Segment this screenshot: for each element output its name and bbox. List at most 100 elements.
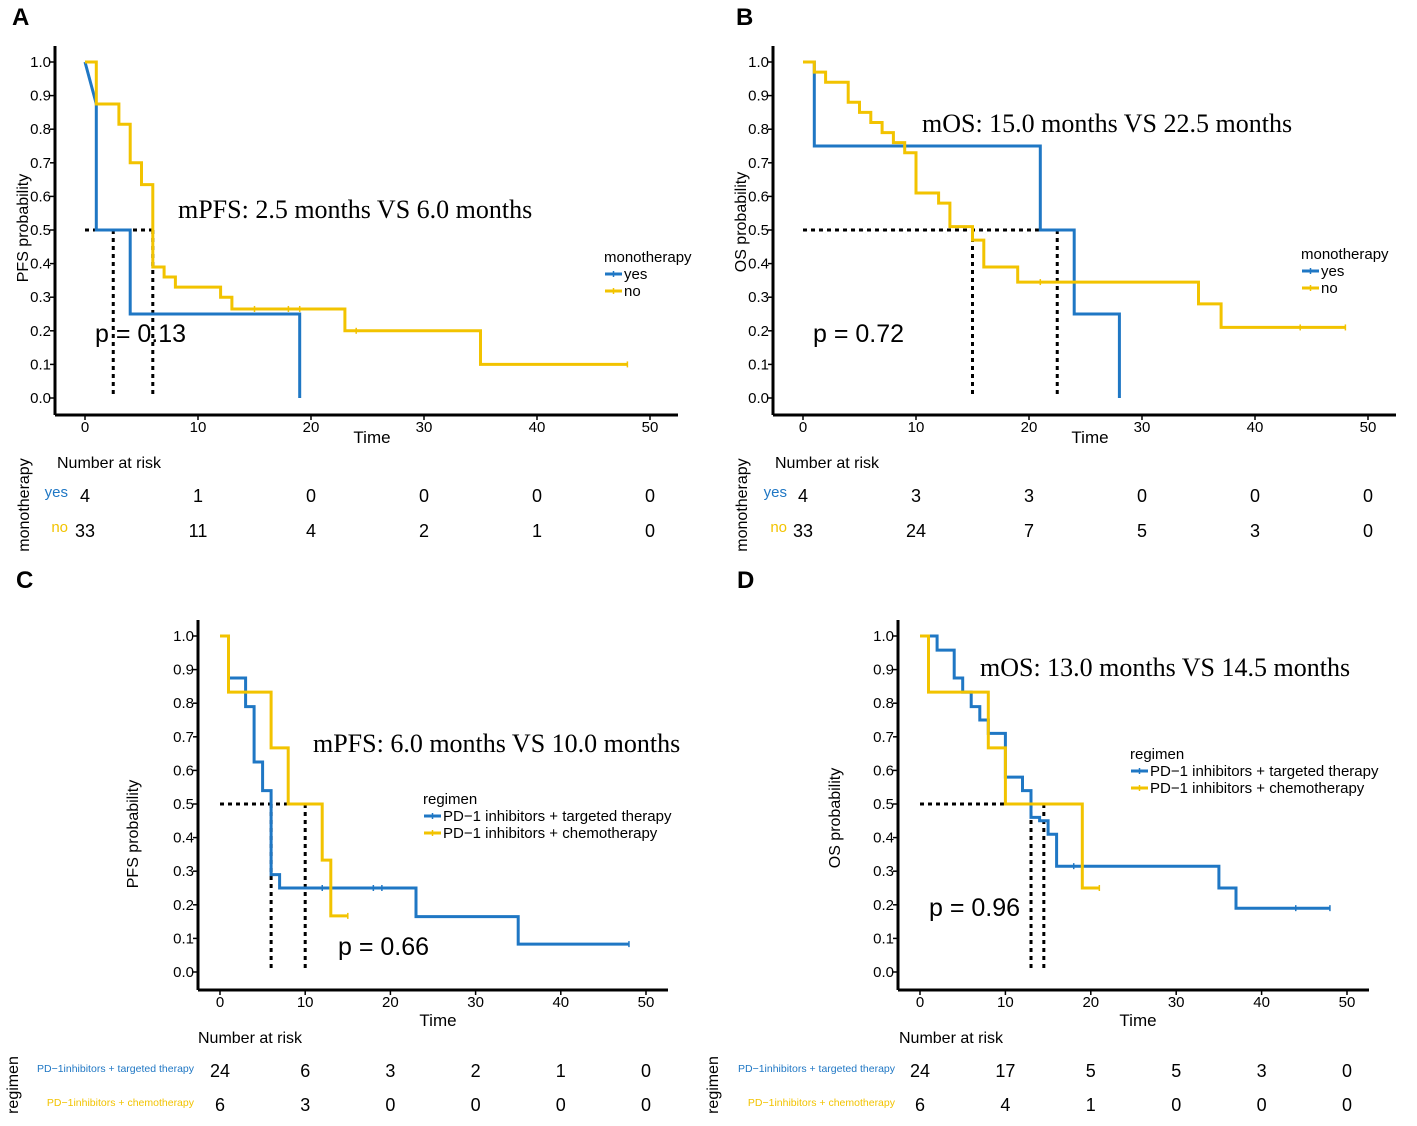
risk-table-title: Number at risk [198, 1030, 303, 1047]
y-tick-label: 0.3 [30, 289, 51, 306]
y-axis-label: OS probability [733, 172, 750, 273]
y-tick-label: 0.7 [873, 729, 894, 746]
risk-count: 0 [1342, 1095, 1352, 1115]
legend-title: monotherapy [604, 249, 692, 266]
y-tick-label: 1.0 [748, 54, 769, 71]
y-tick-label: 0.1 [30, 356, 51, 373]
km-curve-no [803, 60, 1346, 329]
risk-table-title: Number at risk [899, 1030, 1004, 1047]
risk-count: 11 [189, 521, 208, 541]
risk-count: 2 [471, 1061, 481, 1081]
y-tick-label: 0.1 [173, 930, 194, 947]
risk-count: 6 [215, 1095, 225, 1115]
risk-count: 24 [910, 1061, 930, 1081]
y-tick-label: 0.5 [873, 796, 894, 813]
y-tick-label: 0.1 [873, 930, 894, 947]
y-tick-label: 0.3 [748, 289, 769, 306]
risk-table-group-label: regimen [705, 1056, 722, 1114]
panel-d: D0.00.10.20.30.40.50.60.70.80.91.00 10 20 3… [705, 567, 1379, 1115]
y-tick-label: 0.8 [30, 121, 51, 138]
risk-count: 0 [471, 1095, 481, 1115]
x-tick-label: 40 [529, 419, 546, 436]
y-tick-label: 0.4 [748, 256, 769, 273]
x-tick-label: 20 [303, 419, 320, 436]
risk-count: 3 [1257, 1061, 1267, 1081]
risk-count: 3 [1024, 486, 1034, 506]
panel-label: D [737, 567, 754, 594]
x-tick-label: 10 [997, 994, 1014, 1011]
risk-count: 5 [1086, 1061, 1096, 1081]
risk-count: 33 [75, 521, 95, 541]
legend-label: yes [1321, 263, 1344, 280]
y-tick-label: 1.0 [173, 628, 194, 645]
risk-count: 4 [1000, 1095, 1010, 1115]
x-tick-label: 40 [1253, 994, 1270, 1011]
y-tick-label: 0.1 [748, 356, 769, 373]
y-tick-label: 0.2 [173, 897, 194, 914]
panel-label: B [736, 4, 753, 31]
y-tick-label: 0.8 [173, 695, 194, 712]
y-axis-label: OS probability [827, 768, 844, 869]
median-annotation: mOS: 13.0 months VS 14.5 months [980, 653, 1350, 682]
risk-count: 7 [1024, 521, 1034, 541]
risk-count: 0 [641, 1095, 651, 1115]
median-annotation: mPFS: 2.5 months VS 6.0 months [178, 195, 532, 224]
x-tick-label: 30 [1134, 419, 1151, 436]
risk-row-label: PD−1inhibitors + chemotherapy [47, 1097, 195, 1109]
median-annotation: mOS: 15.0 months VS 22.5 months [922, 109, 1292, 138]
legend-label: PD−1 inhibitors + targeted therapy [443, 808, 672, 825]
x-tick-label: 10 [908, 419, 925, 436]
risk-count: 0 [1250, 486, 1260, 506]
risk-table-group-label: monotherapy [16, 458, 33, 551]
risk-count: 3 [300, 1095, 310, 1115]
legend-title: regimen [423, 791, 477, 808]
risk-count: 33 [793, 521, 813, 541]
risk-count: 4 [798, 486, 808, 506]
x-tick-label: 0 [216, 994, 224, 1011]
legend-label: PD−1 inhibitors + chemotherapy [1150, 780, 1365, 797]
y-tick-label: 1.0 [30, 54, 51, 71]
km-curve-no [920, 634, 1100, 890]
legend-title: monotherapy [1301, 246, 1389, 263]
y-tick-label: 0.5 [173, 796, 194, 813]
legend-label: no [1321, 280, 1338, 297]
risk-row-label: no [51, 519, 68, 536]
risk-count: 5 [1137, 521, 1147, 541]
y-tick-label: 0.7 [173, 729, 194, 746]
y-tick-label: 0.5 [30, 222, 51, 239]
risk-count: 0 [385, 1095, 395, 1115]
x-tick-label: 0 [916, 994, 924, 1011]
y-tick-label: 0.9 [873, 662, 894, 679]
x-tick-label: 0 [799, 419, 807, 436]
risk-count: 0 [532, 486, 542, 506]
legend-label: PD−1 inhibitors + chemotherapy [443, 825, 658, 842]
risk-count: 1 [193, 486, 203, 506]
risk-count: 4 [80, 486, 90, 506]
legend-label: no [624, 283, 641, 300]
x-tick-label: 30 [416, 419, 433, 436]
p-value: p = 0.66 [338, 933, 429, 961]
y-tick-label: 0.0 [748, 390, 769, 407]
risk-count: 0 [1257, 1095, 1267, 1115]
risk-count: 6 [915, 1095, 925, 1115]
p-value: p = 0.96 [929, 894, 1020, 922]
risk-table-title: Number at risk [57, 455, 162, 472]
y-tick-label: 0.8 [873, 695, 894, 712]
y-tick-label: 0.3 [873, 863, 894, 880]
y-tick-label: 0.9 [748, 88, 769, 105]
risk-count: 17 [995, 1061, 1015, 1081]
risk-count: 6 [300, 1061, 310, 1081]
y-axis-label: PFS probability [15, 174, 32, 283]
km-curve-no [220, 634, 348, 918]
x-tick-label: 40 [552, 994, 569, 1011]
p-value: p = 0.13 [95, 320, 186, 348]
y-tick-label: 0.4 [873, 830, 894, 847]
risk-count: 0 [306, 486, 316, 506]
risk-count: 0 [645, 521, 655, 541]
y-tick-label: 0.6 [748, 188, 769, 205]
x-tick-label: 0 [81, 419, 89, 436]
y-tick-label: 0.2 [30, 323, 51, 340]
risk-count: 0 [645, 486, 655, 506]
legend-label: PD−1 inhibitors + targeted therapy [1150, 763, 1379, 780]
y-tick-label: 0.9 [30, 88, 51, 105]
